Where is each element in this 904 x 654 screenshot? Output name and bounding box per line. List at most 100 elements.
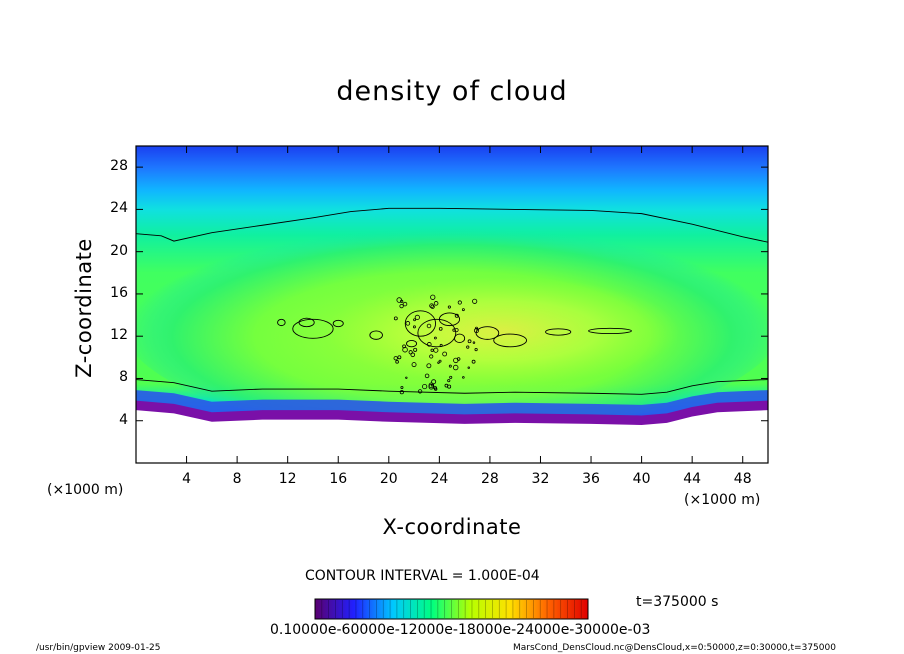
cloud-core: [325, 277, 680, 385]
contour-speck: [472, 298, 478, 304]
contour-speck: [429, 303, 434, 309]
footer-command: /usr/bin/gpview 2009-01-25: [36, 643, 161, 653]
contour-speck: [413, 318, 416, 322]
contour-speck: [430, 304, 435, 309]
y-tick-label: 12: [110, 327, 128, 344]
y-tick-label: 28: [110, 158, 128, 175]
colorbar-labels: 0.10000e-60000e-12000e-18000e-24000e-300…: [270, 622, 651, 638]
contour-lines: [136, 207, 768, 395]
x-tick-label: 16: [329, 471, 348, 487]
y-tick-label: 20: [110, 242, 128, 259]
contour-speck: [397, 355, 402, 360]
contour-speck: [454, 327, 459, 333]
contour-speck: [444, 383, 449, 388]
contour-speck: [452, 328, 456, 332]
density-field: [136, 146, 768, 463]
interior-contour: [454, 333, 466, 343]
y-axis-label: Z-coordinate: [72, 238, 96, 378]
contour-speck: [399, 390, 404, 395]
contour-speck: [467, 339, 472, 344]
interior-contour: [406, 339, 418, 348]
plot-frame: [135, 145, 769, 464]
contour-speck: [433, 301, 439, 306]
y-tick-label: 4: [119, 411, 128, 428]
contour-speck: [408, 350, 413, 355]
contour-speck: [431, 379, 437, 385]
x-tick-label: 20: [379, 471, 398, 487]
contour-speck: [475, 326, 478, 330]
contour-speck: [439, 343, 443, 347]
x-tick-label: 44: [683, 471, 702, 487]
contour-speck: [448, 364, 452, 368]
contour-speck: [412, 325, 416, 329]
interior-contour: [298, 317, 315, 328]
colorbar-stripes: [321, 600, 582, 618]
y-axis-ticks: [136, 166, 768, 422]
contour-speck: [393, 316, 398, 321]
contour-speck: [447, 305, 451, 309]
contour-speck: [426, 363, 432, 369]
contour-speck: [405, 321, 411, 326]
contour-speck: [426, 323, 432, 329]
cloud-base-contour: [136, 379, 768, 395]
contour-speck: [467, 366, 470, 370]
interior-contour: [545, 328, 572, 336]
contour-speck: [453, 357, 459, 364]
colorbar: [314, 598, 589, 620]
contour-speck: [462, 376, 465, 379]
x-tick-label: 8: [232, 471, 242, 487]
contour-speck: [457, 300, 462, 305]
contour-speck: [472, 341, 476, 344]
contour-speck: [437, 361, 440, 364]
x-tick-label: 4: [182, 471, 191, 487]
x-tick-label: 36: [582, 471, 600, 487]
interior-contour: [588, 327, 632, 335]
contour-speck: [399, 303, 404, 309]
x-tick-label: 48: [733, 471, 752, 487]
contour-speck: [429, 354, 434, 359]
plot-area: [136, 146, 768, 463]
contour-speck: [424, 373, 430, 379]
interior-contour: [369, 330, 383, 340]
contour-speck: [442, 351, 448, 357]
contour-speck: [433, 386, 438, 390]
interior-contour: [292, 318, 334, 339]
contour-speck: [417, 389, 423, 394]
contour-speck: [393, 356, 398, 361]
x-axis-label: X-coordinate: [382, 515, 522, 539]
y-tick-label: 16: [110, 284, 128, 301]
contour-speck: [474, 348, 478, 352]
cloud-top-contour: [136, 207, 768, 243]
footer-source: MarsCond_DensCloud.nc@DensCloud,x=0:5000…: [513, 643, 836, 653]
contour-speck: [430, 294, 436, 300]
contour-speck: [400, 385, 404, 389]
contour-speck: [413, 347, 418, 352]
chart-title: density of cloud: [336, 76, 568, 107]
contour-speck: [428, 383, 435, 390]
interior-contour: [277, 318, 286, 327]
contour-speck: [449, 375, 453, 379]
x-tick-label: 28: [480, 471, 499, 487]
interior-contour: [404, 310, 437, 337]
contour-speck: [405, 376, 408, 379]
x-tick-label: 32: [531, 471, 550, 487]
contour-speck: [473, 328, 479, 334]
contour-speck: [447, 379, 451, 383]
contour-speck: [410, 352, 416, 358]
cloud-free-region: [136, 410, 768, 463]
y-tick-label: 24: [110, 200, 128, 217]
x-tick-label: 12: [278, 471, 297, 487]
interior-contour: [417, 318, 457, 348]
x-tick-label: 40: [632, 471, 651, 487]
x-axis-ticks: [186, 146, 744, 463]
contour-speck: [471, 359, 476, 364]
contour-speck: [422, 383, 428, 390]
contour-speck: [466, 345, 470, 349]
contour-speck: [400, 299, 404, 303]
interior-contour: [332, 319, 344, 328]
time-label: t=375000 s: [636, 594, 719, 610]
contour-speck: [438, 359, 442, 363]
contour-speck: [461, 308, 465, 312]
contour-speck: [452, 364, 459, 371]
